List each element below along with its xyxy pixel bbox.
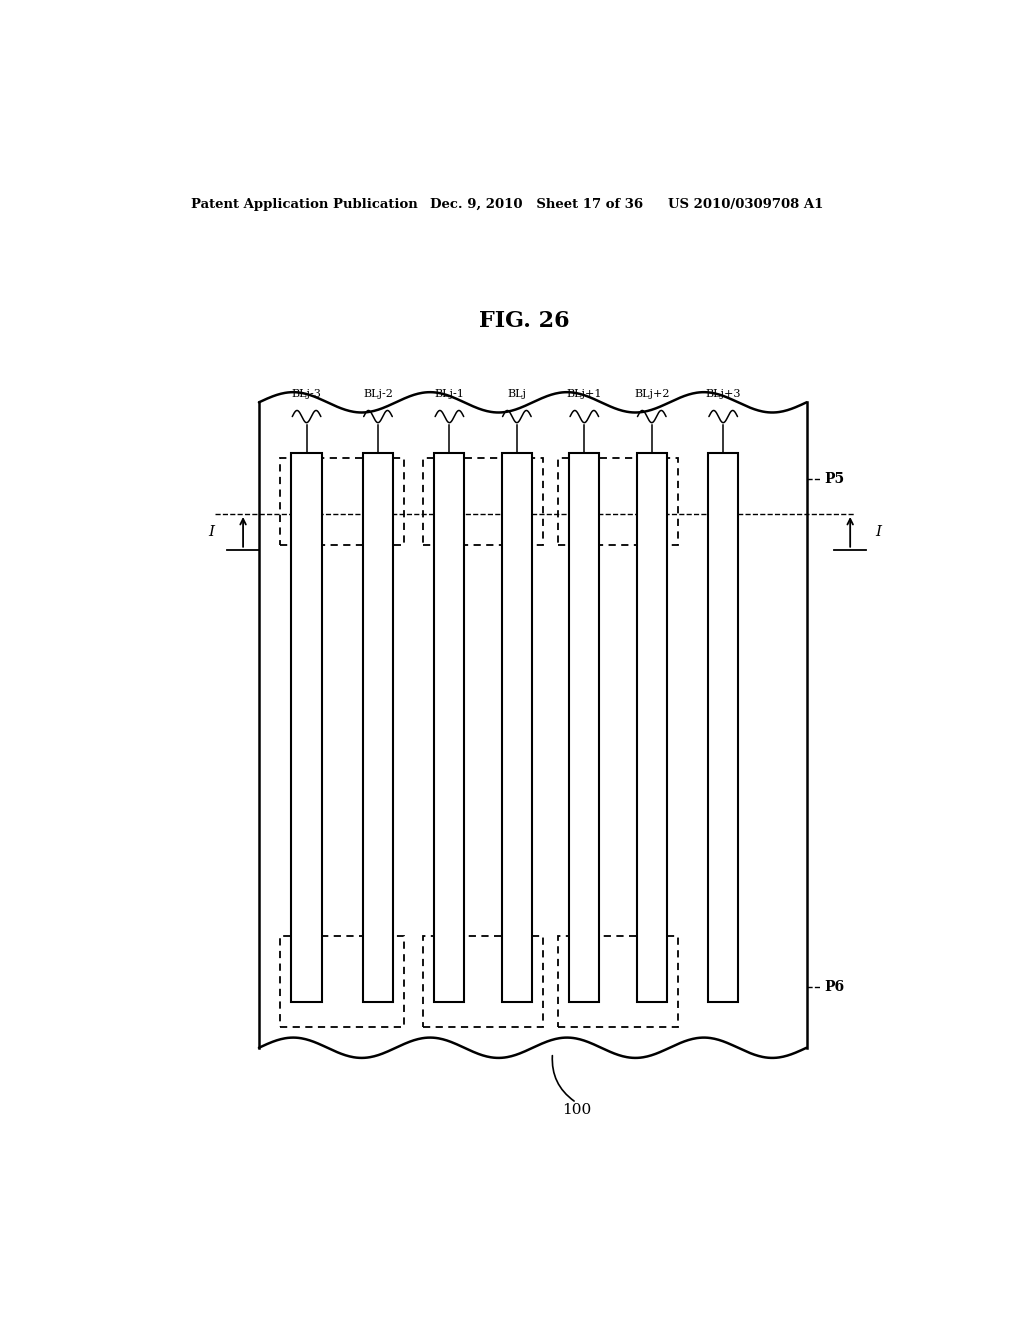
Bar bbox=[502, 453, 531, 1002]
Text: P5: P5 bbox=[824, 471, 844, 486]
Text: BLj+3: BLj+3 bbox=[706, 389, 741, 399]
Text: BLj-2: BLj-2 bbox=[364, 389, 393, 399]
Bar bbox=[292, 453, 322, 1002]
Text: BLj+2: BLj+2 bbox=[634, 389, 670, 399]
Bar bbox=[423, 458, 543, 545]
Bar bbox=[281, 936, 404, 1027]
Text: FIG. 26: FIG. 26 bbox=[479, 310, 570, 333]
Text: I: I bbox=[208, 525, 214, 539]
Bar bbox=[423, 936, 543, 1027]
Text: BLj-3: BLj-3 bbox=[292, 389, 322, 399]
Bar bbox=[281, 458, 404, 545]
Text: 100: 100 bbox=[562, 1102, 591, 1117]
Bar bbox=[637, 453, 667, 1002]
Bar bbox=[709, 453, 738, 1002]
Bar bbox=[569, 453, 599, 1002]
Text: BLj-1: BLj-1 bbox=[434, 389, 464, 399]
Bar bbox=[558, 936, 678, 1027]
Bar bbox=[362, 453, 393, 1002]
Text: BLj: BLj bbox=[507, 389, 526, 399]
Text: US 2010/0309708 A1: US 2010/0309708 A1 bbox=[668, 198, 823, 211]
Text: Dec. 9, 2010   Sheet 17 of 36: Dec. 9, 2010 Sheet 17 of 36 bbox=[430, 198, 643, 211]
Text: BLj+1: BLj+1 bbox=[566, 389, 602, 399]
Bar bbox=[558, 458, 678, 545]
Text: I: I bbox=[874, 525, 881, 539]
Text: Patent Application Publication: Patent Application Publication bbox=[191, 198, 418, 211]
Bar bbox=[434, 453, 465, 1002]
Text: P6: P6 bbox=[824, 979, 844, 994]
